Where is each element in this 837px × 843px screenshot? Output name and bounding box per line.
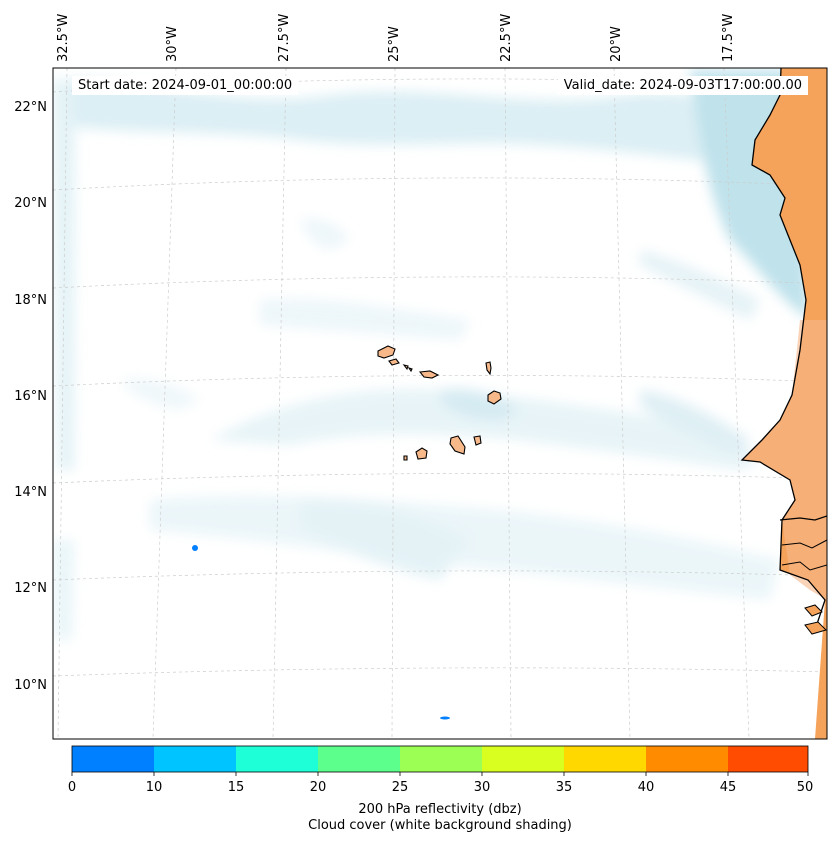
valid-date-label: Valid_date: 2024-09-03T17:00:00.00 xyxy=(557,76,808,95)
map-area[interactable] xyxy=(53,68,827,739)
coastline xyxy=(740,68,826,631)
lon-tick-labels: 32.5°W 30°W 27.5°W 25°W 22.5°W 20°W 17.5… xyxy=(56,14,736,62)
colorbar-tick-9: 50 xyxy=(797,780,814,795)
colorbar-segment xyxy=(236,746,318,772)
colorbar-tick-0: 0 xyxy=(68,780,76,795)
lon-tick-0: 32.5°W xyxy=(56,14,71,62)
lat-tick-5: 12°N xyxy=(14,581,47,596)
cape-verde-islands xyxy=(377,345,502,461)
colorbar-tick-5: 30 xyxy=(474,780,491,795)
colorbar-tick-4: 25 xyxy=(392,780,409,795)
map-frame xyxy=(52,67,828,740)
reflectivity-cell xyxy=(192,545,198,551)
colorbar-segment xyxy=(482,746,564,772)
lon-tick-6: 17.5°W xyxy=(721,14,736,62)
colorbar-tick-1: 10 xyxy=(146,780,163,795)
colorbar-tick-7: 40 xyxy=(638,780,655,795)
colorbar-segment xyxy=(728,746,808,772)
lon-tick-4: 22.5°W xyxy=(499,14,514,62)
colorbar-segment xyxy=(564,746,646,772)
lat-tick-0: 22°N xyxy=(14,100,47,115)
colorbar-segment xyxy=(72,746,154,772)
colorbar-title: 200 hPa reflectivity (dbz) xyxy=(358,802,522,817)
start-date-label: Start date: 2024-09-01_00:00:00 xyxy=(72,76,299,95)
colorbar-tick-8: 45 xyxy=(720,780,737,795)
colorbar-segment xyxy=(400,746,482,772)
lat-tick-2: 18°N xyxy=(14,293,47,308)
lat-tick-6: 10°N xyxy=(14,678,47,693)
lon-tick-5: 20°W xyxy=(609,26,624,62)
lon-tick-2: 27.5°W xyxy=(277,14,292,62)
lon-tick-3: 25°W xyxy=(387,26,402,62)
colorbar-segment xyxy=(154,746,236,772)
colorbar-segment xyxy=(318,746,400,772)
colorbar-tick-6: 35 xyxy=(556,780,573,795)
africa-land-pale xyxy=(742,320,827,600)
colorbar-subtitle: Cloud cover (white background shading) xyxy=(308,818,572,833)
lat-tick-4: 14°N xyxy=(14,485,47,500)
lat-tick-3: 16°N xyxy=(14,389,47,404)
lat-tick-1: 20°N xyxy=(14,196,47,211)
lon-tick-1: 30°W xyxy=(165,26,180,62)
colorbar-tick-3: 20 xyxy=(310,780,327,795)
colorbar-tick-2: 15 xyxy=(228,780,245,795)
reflectivity-cell xyxy=(440,716,450,720)
colorbar-segment xyxy=(646,746,728,772)
colorbar: 0 10 15 20 25 30 35 40 45 50 xyxy=(68,745,814,795)
lat-tick-labels: 22°N 20°N 18°N 16°N 14°N 12°N 10°N xyxy=(14,100,47,693)
